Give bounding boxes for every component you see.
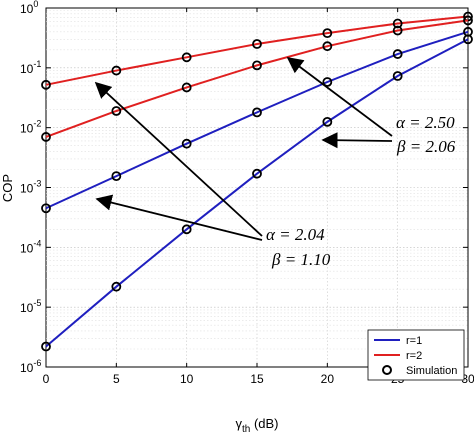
arrow-lower-to-red xyxy=(94,81,263,237)
simulation-marker xyxy=(463,15,473,26)
simulation-marker xyxy=(41,79,51,90)
simulation-marker xyxy=(181,224,192,235)
series-line-4 xyxy=(45,19,469,138)
y-tick-label: 100 xyxy=(20,0,38,16)
annotation-beta-upper: β = 2.06 xyxy=(396,137,456,156)
simulation-marker xyxy=(41,203,51,214)
simulation-marker xyxy=(252,39,262,49)
simulation-marker xyxy=(392,18,403,29)
series-line-3 xyxy=(45,15,469,86)
simulation-marker xyxy=(322,77,333,87)
x-axis-title-sub: th xyxy=(242,424,250,435)
arrow-lower-to-blue xyxy=(95,194,263,241)
simulation-marker xyxy=(181,82,192,93)
simulation-marker xyxy=(322,28,333,39)
simulation-marker xyxy=(111,65,122,76)
simulation-marker xyxy=(41,341,51,352)
simulation-marker xyxy=(463,34,473,45)
simulation-marker xyxy=(392,71,403,81)
simulation-marker xyxy=(252,168,262,179)
x-tick-label: 30 xyxy=(461,372,474,386)
arrow-upper-to-blue xyxy=(321,132,393,149)
annotation-layer xyxy=(94,57,393,241)
annotation-alpha-lower: α = 2.04 xyxy=(266,225,325,244)
y-tick-label: 10-4 xyxy=(20,238,41,255)
y-axis-title: COP xyxy=(0,174,15,202)
simulation-marker xyxy=(111,281,122,292)
series-layer xyxy=(41,11,473,352)
y-tick-label: 10-2 xyxy=(20,119,41,136)
simulation-marker xyxy=(111,106,122,116)
annotation-alpha-upper: α = 2.50 xyxy=(396,113,455,132)
legend-label-simulation: Simulation xyxy=(406,365,457,377)
simulation-marker xyxy=(322,41,333,52)
x-tick-label: 0 xyxy=(43,372,50,386)
simulation-marker xyxy=(392,25,403,36)
simulation-marker xyxy=(322,116,333,127)
y-tick-label: 10-5 xyxy=(20,298,41,315)
x-tick-label: 20 xyxy=(321,372,335,386)
legend-label-r1: r=1 xyxy=(406,335,422,347)
simulation-marker xyxy=(252,60,262,71)
simulation-marker xyxy=(252,107,262,118)
x-tick-label: 15 xyxy=(250,372,264,386)
arrow-upper-to-red xyxy=(286,57,393,137)
series-line-2 xyxy=(45,38,469,348)
simulation-marker xyxy=(41,132,51,142)
simulation-marker xyxy=(111,171,122,182)
simulation-marker xyxy=(392,49,403,59)
x-tick-label: 5 xyxy=(113,372,120,386)
simulation-marker xyxy=(181,138,192,149)
simulation-marker xyxy=(181,52,192,63)
annotation-beta-lower: β = 1.10 xyxy=(271,250,331,269)
x-tick-label: 10 xyxy=(180,372,194,386)
y-tick-label: 10-6 xyxy=(20,358,41,375)
x-axis-title-main: γ xyxy=(235,416,242,431)
legend-marker-simulation xyxy=(382,365,392,375)
x-axis-title: γth (dB) xyxy=(235,416,278,435)
y-tick-label: 10-1 xyxy=(20,59,41,76)
y-tick-label: 10-3 xyxy=(20,179,41,196)
legend: r=1 r=2 Simulation xyxy=(367,329,465,381)
x-axis-title-unit: (dB) xyxy=(250,416,278,431)
series-line-1 xyxy=(45,30,469,210)
legend-label-r2: r=2 xyxy=(406,350,422,362)
